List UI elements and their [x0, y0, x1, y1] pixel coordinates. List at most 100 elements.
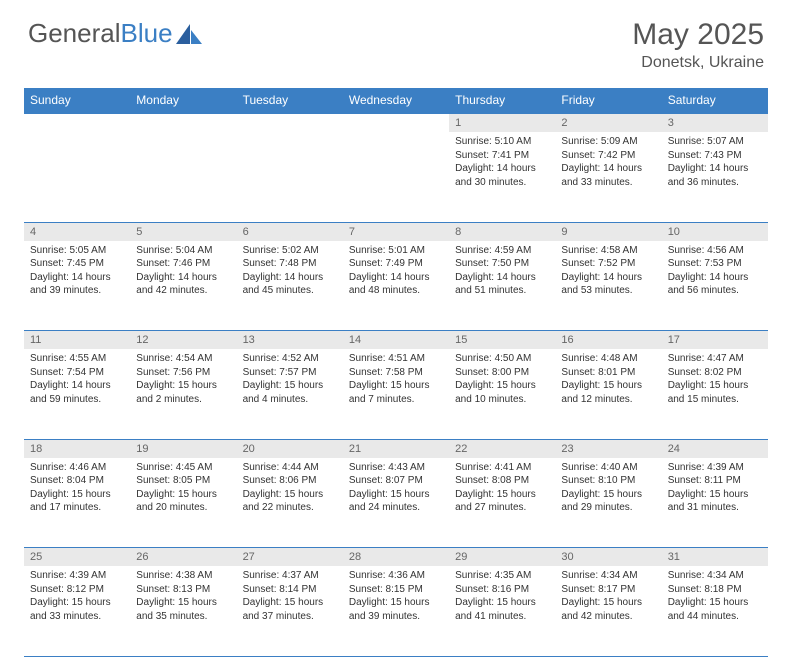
day-content-row: Sunrise: 5:05 AMSunset: 7:45 PMDaylight:…: [24, 241, 768, 331]
day-content-cell: Sunrise: 4:39 AMSunset: 8:12 PMDaylight:…: [24, 566, 130, 656]
day-header-row: SundayMondayTuesdayWednesdayThursdayFrid…: [24, 88, 768, 113]
day-content-cell: Sunrise: 4:34 AMSunset: 8:18 PMDaylight:…: [662, 566, 768, 656]
day-content-cell: Sunrise: 4:58 AMSunset: 7:52 PMDaylight:…: [555, 241, 661, 331]
sunrise-line: Sunrise: 4:56 AM: [668, 244, 762, 258]
day-content-cell: Sunrise: 5:09 AMSunset: 7:42 PMDaylight:…: [555, 132, 661, 222]
day-content-cell: Sunrise: 5:02 AMSunset: 7:48 PMDaylight:…: [237, 241, 343, 331]
brand-logo: GeneralBlue: [28, 18, 202, 49]
day-content-cell: Sunrise: 4:55 AMSunset: 7:54 PMDaylight:…: [24, 349, 130, 439]
sunrise-line: Sunrise: 4:52 AM: [243, 352, 337, 366]
sunset-line: Sunset: 8:17 PM: [561, 583, 655, 597]
daylight-line: Daylight: 14 hours and 30 minutes.: [455, 162, 549, 189]
daylight-line: Daylight: 14 hours and 33 minutes.: [561, 162, 655, 189]
day-number-cell: [343, 113, 449, 132]
day-number-cell: 25: [24, 548, 130, 567]
day-number-cell: 7: [343, 222, 449, 241]
daylight-line: Daylight: 14 hours and 42 minutes.: [136, 271, 230, 298]
daylight-line: Daylight: 15 hours and 7 minutes.: [349, 379, 443, 406]
sunrise-line: Sunrise: 4:47 AM: [668, 352, 762, 366]
day-number-cell: 8: [449, 222, 555, 241]
daylight-line: Daylight: 14 hours and 56 minutes.: [668, 271, 762, 298]
day-header: Thursday: [449, 88, 555, 113]
day-header: Wednesday: [343, 88, 449, 113]
day-content-cell: Sunrise: 4:44 AMSunset: 8:06 PMDaylight:…: [237, 458, 343, 548]
calendar-table: SundayMondayTuesdayWednesdayThursdayFrid…: [24, 88, 768, 657]
day-content-cell: Sunrise: 4:34 AMSunset: 8:17 PMDaylight:…: [555, 566, 661, 656]
day-content-cell: Sunrise: 4:36 AMSunset: 8:15 PMDaylight:…: [343, 566, 449, 656]
sunrise-line: Sunrise: 4:40 AM: [561, 461, 655, 475]
sunset-line: Sunset: 8:15 PM: [349, 583, 443, 597]
day-content-row: Sunrise: 4:46 AMSunset: 8:04 PMDaylight:…: [24, 458, 768, 548]
daylight-line: Daylight: 15 hours and 35 minutes.: [136, 596, 230, 623]
day-content-cell: Sunrise: 4:47 AMSunset: 8:02 PMDaylight:…: [662, 349, 768, 439]
day-content-cell: Sunrise: 4:37 AMSunset: 8:14 PMDaylight:…: [237, 566, 343, 656]
title-location: Donetsk, Ukraine: [632, 54, 764, 72]
daylight-line: Daylight: 15 hours and 33 minutes.: [30, 596, 124, 623]
day-number-cell: 29: [449, 548, 555, 567]
day-number-cell: 17: [662, 331, 768, 350]
day-number-cell: 22: [449, 439, 555, 458]
daylight-line: Daylight: 15 hours and 20 minutes.: [136, 488, 230, 515]
day-content-cell: Sunrise: 4:45 AMSunset: 8:05 PMDaylight:…: [130, 458, 236, 548]
sunset-line: Sunset: 7:58 PM: [349, 366, 443, 380]
sunrise-line: Sunrise: 4:46 AM: [30, 461, 124, 475]
sunset-line: Sunset: 7:45 PM: [30, 257, 124, 271]
daylight-line: Daylight: 15 hours and 41 minutes.: [455, 596, 549, 623]
day-number-cell: 26: [130, 548, 236, 567]
daylight-line: Daylight: 15 hours and 29 minutes.: [561, 488, 655, 515]
daylight-line: Daylight: 15 hours and 22 minutes.: [243, 488, 337, 515]
sunrise-line: Sunrise: 4:36 AM: [349, 569, 443, 583]
sunrise-line: Sunrise: 5:07 AM: [668, 135, 762, 149]
day-content-cell: Sunrise: 4:38 AMSunset: 8:13 PMDaylight:…: [130, 566, 236, 656]
sunrise-line: Sunrise: 5:02 AM: [243, 244, 337, 258]
sunset-line: Sunset: 7:54 PM: [30, 366, 124, 380]
sunset-line: Sunset: 7:49 PM: [349, 257, 443, 271]
sunset-line: Sunset: 8:13 PM: [136, 583, 230, 597]
day-header: Friday: [555, 88, 661, 113]
header: GeneralBlue May 2025 Donetsk, Ukraine: [0, 0, 792, 80]
day-number-cell: 20: [237, 439, 343, 458]
sunset-line: Sunset: 8:04 PM: [30, 474, 124, 488]
daylight-line: Daylight: 15 hours and 17 minutes.: [30, 488, 124, 515]
day-number-cell: 30: [555, 548, 661, 567]
sunset-line: Sunset: 8:05 PM: [136, 474, 230, 488]
sunrise-line: Sunrise: 4:48 AM: [561, 352, 655, 366]
day-content-cell: Sunrise: 4:52 AMSunset: 7:57 PMDaylight:…: [237, 349, 343, 439]
day-number-cell: 21: [343, 439, 449, 458]
sunset-line: Sunset: 8:06 PM: [243, 474, 337, 488]
day-content-cell: Sunrise: 4:43 AMSunset: 8:07 PMDaylight:…: [343, 458, 449, 548]
day-number-cell: 11: [24, 331, 130, 350]
day-number-row: 123: [24, 113, 768, 132]
day-header: Saturday: [662, 88, 768, 113]
sunset-line: Sunset: 7:56 PM: [136, 366, 230, 380]
sunset-line: Sunset: 8:16 PM: [455, 583, 549, 597]
day-content-cell: Sunrise: 5:04 AMSunset: 7:46 PMDaylight:…: [130, 241, 236, 331]
daylight-line: Daylight: 15 hours and 24 minutes.: [349, 488, 443, 515]
daylight-line: Daylight: 14 hours and 45 minutes.: [243, 271, 337, 298]
calendar-body: 123Sunrise: 5:10 AMSunset: 7:41 PMDaylig…: [24, 113, 768, 656]
day-header: Monday: [130, 88, 236, 113]
sunset-line: Sunset: 8:00 PM: [455, 366, 549, 380]
sunset-line: Sunset: 8:12 PM: [30, 583, 124, 597]
sunset-line: Sunset: 7:43 PM: [668, 149, 762, 163]
day-content-cell: Sunrise: 5:10 AMSunset: 7:41 PMDaylight:…: [449, 132, 555, 222]
daylight-line: Daylight: 15 hours and 27 minutes.: [455, 488, 549, 515]
sunset-line: Sunset: 7:46 PM: [136, 257, 230, 271]
sunrise-line: Sunrise: 4:59 AM: [455, 244, 549, 258]
day-number-cell: 23: [555, 439, 661, 458]
sunrise-line: Sunrise: 4:44 AM: [243, 461, 337, 475]
sunrise-line: Sunrise: 5:09 AM: [561, 135, 655, 149]
daylight-line: Daylight: 15 hours and 42 minutes.: [561, 596, 655, 623]
day-number-cell: 14: [343, 331, 449, 350]
sunrise-line: Sunrise: 4:34 AM: [668, 569, 762, 583]
title-month: May 2025: [632, 18, 764, 52]
sunset-line: Sunset: 7:42 PM: [561, 149, 655, 163]
day-number-cell: 18: [24, 439, 130, 458]
sunrise-line: Sunrise: 4:37 AM: [243, 569, 337, 583]
sunrise-line: Sunrise: 4:41 AM: [455, 461, 549, 475]
day-number-row: 45678910: [24, 222, 768, 241]
day-number-cell: 19: [130, 439, 236, 458]
day-number-cell: 31: [662, 548, 768, 567]
sunrise-line: Sunrise: 4:54 AM: [136, 352, 230, 366]
daylight-line: Daylight: 14 hours and 48 minutes.: [349, 271, 443, 298]
